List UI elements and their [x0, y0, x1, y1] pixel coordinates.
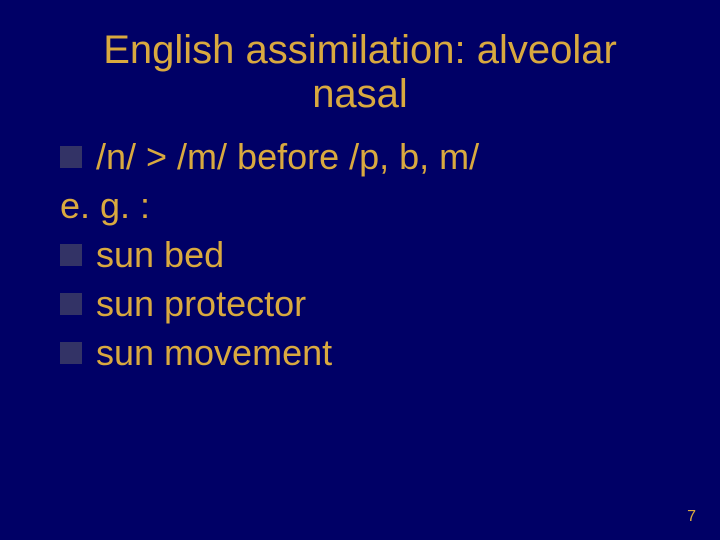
- eg-label: e. g. :: [60, 185, 150, 226]
- rule-text: /n/ > /m/ before /p, b, m/: [96, 134, 479, 179]
- bullet-item-rule: /n/ > /m/ before /p, b, m/: [60, 134, 670, 179]
- example-text: sun protector: [96, 281, 306, 326]
- example-text: sun movement: [96, 330, 332, 375]
- bullet-item-example: sun movement: [60, 330, 670, 375]
- bullet-icon: [60, 293, 82, 315]
- bullet-icon: [60, 244, 82, 266]
- bullet-item-example: sun protector: [60, 281, 670, 326]
- page-number: 7: [687, 508, 696, 526]
- example-text: sun bed: [96, 232, 224, 277]
- bullet-icon: [60, 342, 82, 364]
- slide: English assimilation: alveolar nasal /n/…: [0, 0, 720, 540]
- title-line-2: nasal: [50, 72, 670, 116]
- bullet-item-example: sun bed: [60, 232, 670, 277]
- bullet-icon: [60, 146, 82, 168]
- slide-title: English assimilation: alveolar nasal: [50, 28, 670, 116]
- eg-label-row: e. g. :: [60, 183, 670, 228]
- title-line-1: English assimilation: alveolar: [50, 28, 670, 72]
- slide-body: /n/ > /m/ before /p, b, m/ e. g. : sun b…: [50, 134, 670, 375]
